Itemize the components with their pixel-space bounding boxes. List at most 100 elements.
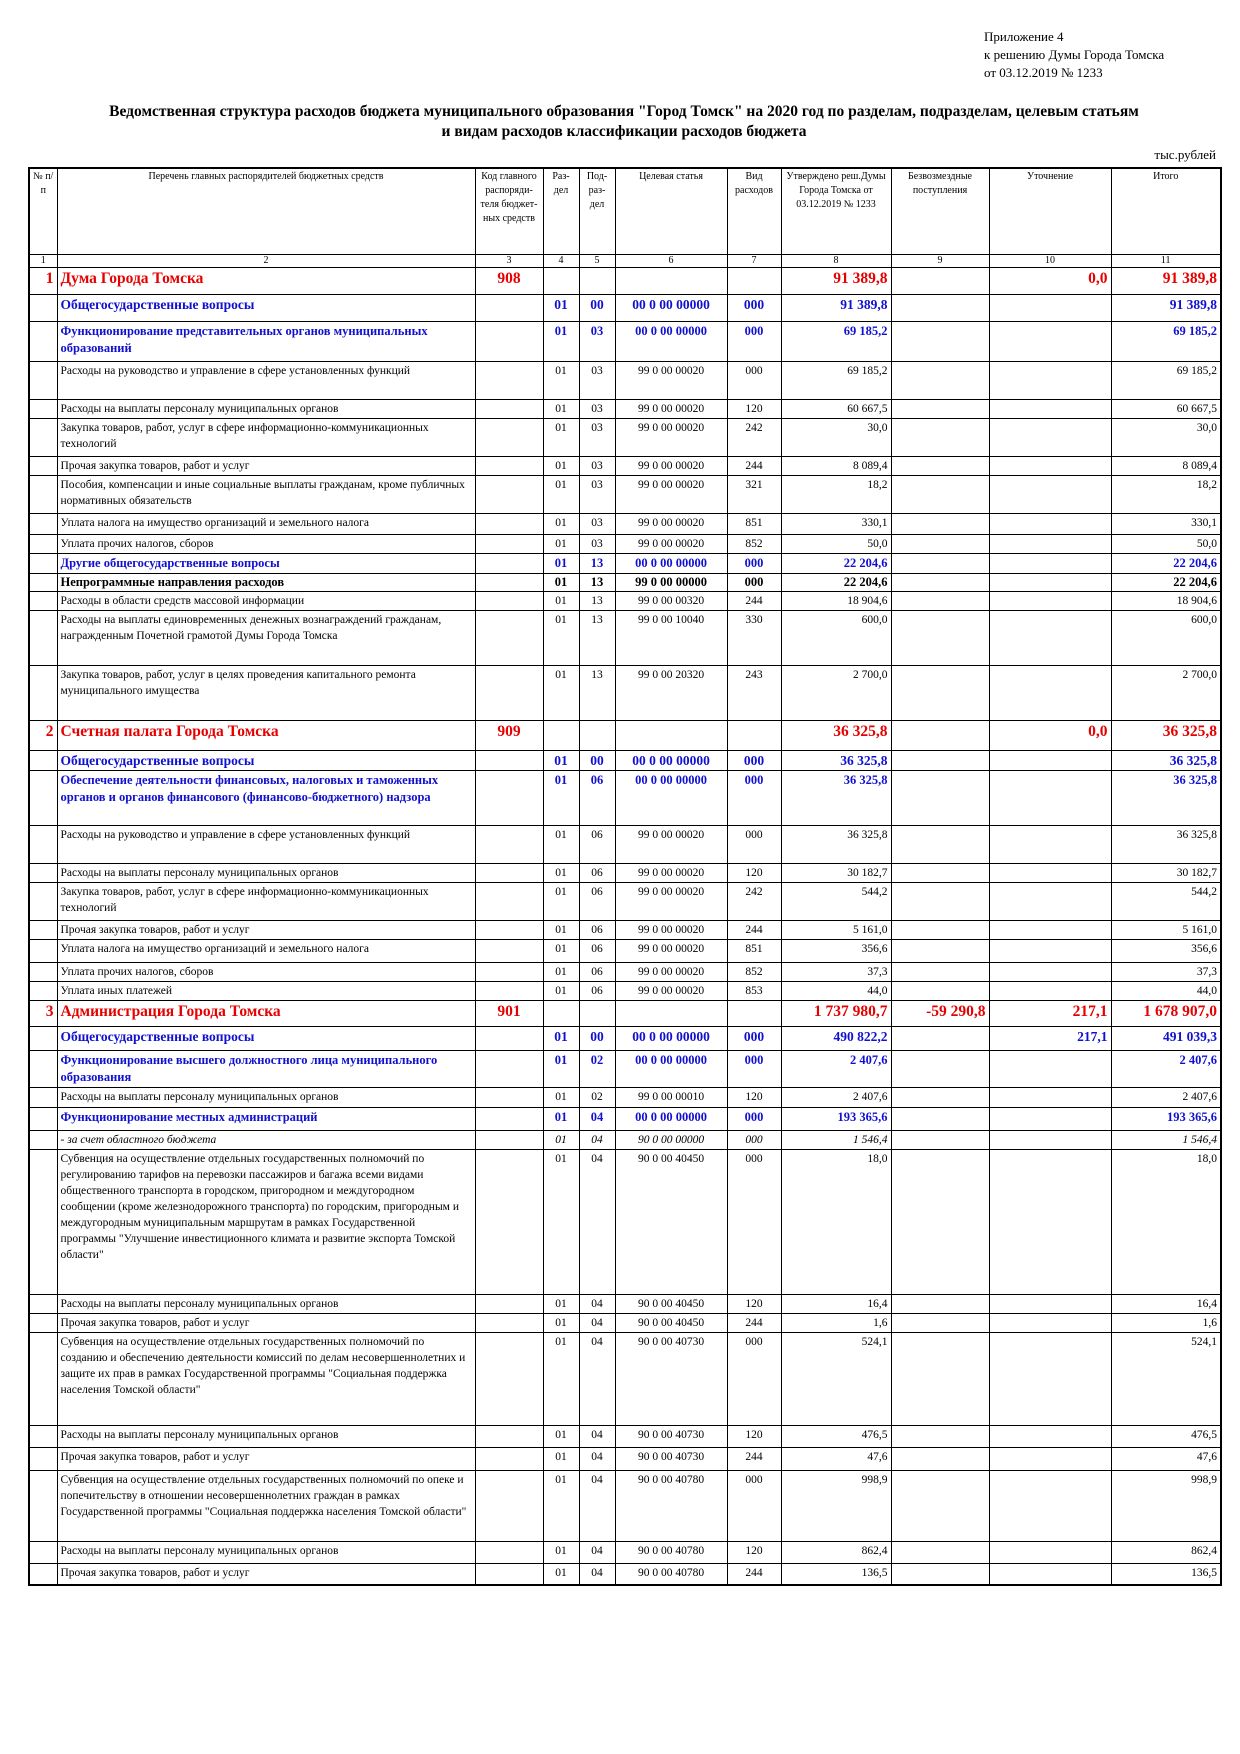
clarification-amount xyxy=(988,919,1112,940)
total-amount: 22 204,6 xyxy=(1110,552,1222,574)
expense-type-code: 120 xyxy=(726,398,782,419)
total-amount: 544,2 xyxy=(1110,881,1222,921)
row-name: Уплата прочих налогов, сборов xyxy=(56,533,476,554)
expense-type-code: 000 xyxy=(726,320,782,362)
clarification-amount xyxy=(988,398,1112,419)
row-name: Расходы на выплаты персоналу муниципальн… xyxy=(56,398,476,419)
approved-amount: 18,2 xyxy=(780,474,892,514)
table-row: 1 Дума Города Томска 908 91 389,8 0,0 91 389,… xyxy=(28,266,1222,295)
gratuitous-receipts xyxy=(890,533,990,554)
column-number-row: 1 2 3 4 5 6 7 8 9 10 11 xyxy=(28,253,1222,268)
row-number xyxy=(28,938,58,963)
podrazdel-code: 04 xyxy=(578,1129,616,1150)
podrazdel-code: 03 xyxy=(578,533,616,554)
expense-type-code: 120 xyxy=(726,1086,782,1108)
target-article-code: 99 0 00 00020 xyxy=(614,938,728,963)
podrazdel-code: 04 xyxy=(578,1446,616,1471)
table-row: Функционирование высшего должностного ли… xyxy=(28,1049,1222,1088)
row-number xyxy=(28,881,58,921)
target-article-code: 90 0 00 40780 xyxy=(614,1540,728,1564)
total-amount: 22 204,6 xyxy=(1110,572,1222,592)
approved-amount: 862,4 xyxy=(780,1540,892,1564)
row-number xyxy=(28,1293,58,1314)
gr-code xyxy=(474,1562,544,1586)
approved-amount: 2 700,0 xyxy=(780,664,892,721)
gr-code xyxy=(474,1331,544,1426)
gratuitous-receipts xyxy=(890,1469,990,1542)
target-article-code: 99 0 00 00020 xyxy=(614,824,728,864)
razdel-code: 01 xyxy=(542,664,580,721)
clarification-amount xyxy=(988,1129,1112,1150)
table-row: Уплата прочих налогов, сборов 01 06 99 0 00… xyxy=(28,961,1222,982)
row-name: Функционирование местных администраций xyxy=(56,1106,476,1131)
podrazdel-code xyxy=(578,999,616,1027)
appendix-line: к решению Думы Города Томска xyxy=(984,47,1165,62)
podrazdel-code: 13 xyxy=(578,609,616,666)
podrazdel-code: 03 xyxy=(578,398,616,419)
title-line: Ведомственная структура расходов бюджета… xyxy=(109,103,1139,120)
target-article-code: 00 0 00 00000 xyxy=(614,320,728,362)
gr-code xyxy=(474,1049,544,1088)
expense-type-code: 244 xyxy=(726,455,782,476)
target-article-code: 00 0 00 00000 xyxy=(614,293,728,322)
expense-type-code: 000 xyxy=(726,552,782,574)
gr-code xyxy=(474,919,544,940)
table-row: - за счет областного бюджета 01 04 90 0 00 … xyxy=(28,1129,1222,1150)
row-name: Прочая закупка товаров, работ и услуг xyxy=(56,1446,476,1471)
row-number xyxy=(28,293,58,322)
podrazdel-code: 13 xyxy=(578,552,616,574)
razdel-code: 01 xyxy=(542,512,580,535)
razdel-code xyxy=(542,719,580,751)
expense-type-code: 000 xyxy=(726,1106,782,1131)
total-amount: 330,1 xyxy=(1110,512,1222,535)
razdel-code: 01 xyxy=(542,1293,580,1314)
approved-amount: 330,1 xyxy=(780,512,892,535)
row-name: Расходы на руководство и управление в сф… xyxy=(56,824,476,864)
razdel-code: 01 xyxy=(542,1148,580,1295)
clarification-amount xyxy=(988,417,1112,457)
clarification-amount xyxy=(988,474,1112,514)
row-name: Пособия, компенсации и иные социальные в… xyxy=(56,474,476,514)
gratuitous-receipts xyxy=(890,398,990,419)
gratuitous-receipts xyxy=(890,1129,990,1150)
row-name: Расходы на выплаты персоналу муниципальн… xyxy=(56,1293,476,1314)
table-row: Расходы на выплаты единовременных денежн… xyxy=(28,609,1222,666)
row-name: Дума Города Томска xyxy=(56,266,476,295)
razdel-code: 01 xyxy=(542,824,580,864)
table-row: Субвенция на осуществление отдельных гос… xyxy=(28,1331,1222,1426)
budget-table: № п/п Перечень главных распорядителей бю… xyxy=(28,167,1222,1586)
razdel-code: 01 xyxy=(542,474,580,514)
total-amount: 69 185,2 xyxy=(1110,360,1222,400)
gr-code xyxy=(474,1424,544,1448)
table-row: Уплата иных платежей 01 06 99 0 00 00020 853… xyxy=(28,980,1222,1001)
units-label: тыс.рублей xyxy=(1154,147,1216,162)
total-amount: 18,0 xyxy=(1110,1148,1222,1295)
col-number: 4 xyxy=(542,253,580,268)
podrazdel-code: 04 xyxy=(578,1331,616,1426)
row-number xyxy=(28,417,58,457)
target-article-code: 90 0 00 40730 xyxy=(614,1424,728,1448)
row-number xyxy=(28,1129,58,1150)
gr-code xyxy=(474,1293,544,1314)
table-row: Расходы на руководство и управление в сф… xyxy=(28,360,1222,400)
expense-type-code: 243 xyxy=(726,664,782,721)
approved-amount: 44,0 xyxy=(780,980,892,1001)
expense-type-code: 851 xyxy=(726,938,782,963)
gr-code xyxy=(474,320,544,362)
clarification-amount xyxy=(988,360,1112,400)
total-amount: 2 407,6 xyxy=(1110,1049,1222,1088)
gratuitous-receipts xyxy=(890,572,990,592)
gratuitous-receipts xyxy=(890,749,990,771)
row-number xyxy=(28,769,58,826)
gratuitous-receipts xyxy=(890,769,990,826)
target-article-code: 90 0 00 40450 xyxy=(614,1293,728,1314)
row-name: Расходы на выплаты персоналу муниципальн… xyxy=(56,862,476,883)
target-article-code: 99 0 00 00020 xyxy=(614,417,728,457)
table-row: Расходы на выплаты персоналу муниципальн… xyxy=(28,398,1222,419)
target-article-code: 99 0 00 00020 xyxy=(614,881,728,921)
row-name: Субвенция на осуществление отдельных гос… xyxy=(56,1469,476,1542)
col-header: Безвозмездные поступления xyxy=(890,167,990,255)
razdel-code: 01 xyxy=(542,552,580,574)
gr-code xyxy=(474,1106,544,1131)
gratuitous-receipts xyxy=(890,938,990,963)
